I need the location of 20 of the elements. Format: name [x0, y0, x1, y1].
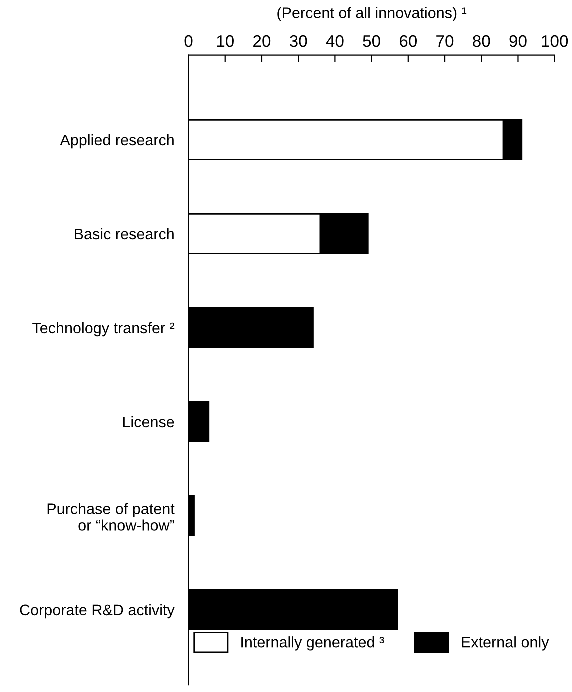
y-tick-label: Purchase of patent or “know-how” [48, 503, 175, 531]
legend-label: External only [462, 636, 550, 651]
y-tick-label: Basic research [75, 228, 174, 240]
x-axis-title: (Percent of all innovations) ¹ [278, 7, 467, 22]
y-tick-label: License [123, 416, 174, 428]
x-tick-label: 100 [542, 35, 568, 48]
x-tick-label: 80 [473, 35, 490, 48]
y-tick-label: Applied research [60, 134, 174, 149]
x-tick-label: 90 [510, 35, 527, 48]
x-tick-label: 30 [290, 35, 308, 48]
x-tick-label: 50 [363, 35, 380, 48]
x-tick-label: 60 [400, 35, 418, 48]
x-tick-label: 10 [217, 35, 234, 48]
x-tick-label: 0 [184, 35, 193, 48]
x-tick-label: 70 [436, 35, 454, 48]
x-tick-label: 20 [254, 35, 271, 48]
y-tick-label: Technology transfer ² [32, 322, 175, 337]
x-tick-label: 40 [326, 35, 344, 48]
y-tick-label: Corporate R&D activity [20, 604, 175, 619]
legend-label: Internally generated ³ [242, 636, 384, 651]
